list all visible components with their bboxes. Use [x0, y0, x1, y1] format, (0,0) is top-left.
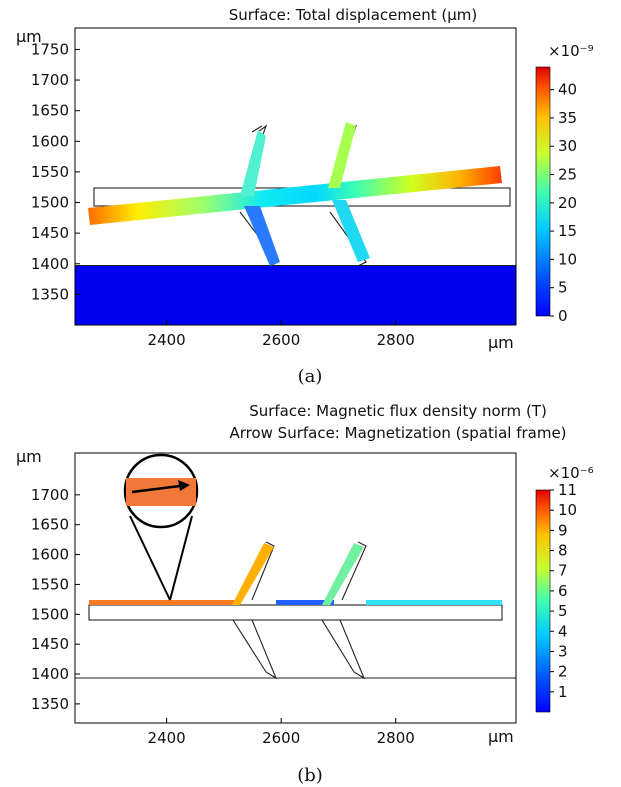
colorbar-tick-label: 20 [558, 194, 577, 212]
panel-b-title: Surface: Magnetic flux density norm (T) [249, 402, 547, 420]
y-tick-label: 1500 [31, 605, 69, 623]
colorbar-tick-label: 2 [558, 663, 568, 681]
y-tick-label: 1750 [31, 40, 69, 58]
y-tick-label: 1500 [31, 194, 69, 212]
y-tick-label: 1650 [31, 102, 69, 120]
panel-a-plot-area [75, 122, 516, 325]
panel-a-colorbar [535, 66, 551, 317]
panel-b-caption: (b) [297, 765, 323, 786]
panel-a-colorbar-scale: ×10⁻⁹ [548, 42, 594, 60]
panel-a-colorbar-ticks: 0 5 10 15 20 25 30 35 40 [550, 81, 577, 325]
panel-b-x-unit: µm [488, 727, 514, 746]
deformed-structure [88, 122, 502, 266]
colorbar-tick-label: 3 [558, 642, 568, 660]
panel-b-y-unit: µm [16, 447, 42, 466]
panel-b-colorbar-scale: ×10⁻⁶ [548, 464, 594, 482]
y-tick-label: 1350 [31, 285, 69, 303]
panel-b-frame [74, 452, 517, 724]
panel-b-magnet-layer [89, 543, 502, 605]
panel-a-y-unit: µm [16, 27, 42, 46]
colorbar-tick-label: 5 [558, 279, 568, 297]
y-tick-label: 1400 [31, 665, 69, 683]
substrate-region [75, 266, 516, 325]
panel-a-caption: (a) [298, 366, 323, 387]
colorbar-tick-label: 25 [558, 166, 577, 184]
colorbar-tick-label: 9 [558, 521, 568, 539]
colorbar-tick-label: 15 [558, 222, 577, 240]
y-tick-label: 1450 [31, 635, 69, 653]
panel-b-x-ticks: 2400 2600 2800 [148, 718, 415, 747]
y-tick-label: 1550 [31, 163, 69, 181]
colorbar-tick-label: 30 [558, 137, 577, 155]
x-tick-label: 2400 [148, 331, 186, 349]
colorbar-tick-label: 1 [558, 683, 568, 701]
colorbar-tick-label: 40 [558, 81, 577, 99]
x-tick-label: 2600 [262, 331, 300, 349]
colorbar-tick-label: 10 [558, 250, 577, 268]
colorbar-tick-label: 10 [558, 501, 577, 519]
colorbar-tick-label: 7 [558, 562, 568, 580]
y-tick-label: 1600 [31, 546, 69, 564]
y-tick-label: 1700 [31, 71, 69, 89]
panel-b: Surface: Magnetic flux density norm (T) … [16, 402, 594, 786]
y-tick-label: 1550 [31, 575, 69, 593]
x-tick-label: 2400 [148, 729, 186, 747]
panel-b-colorbar-ticks: 1 2 3 4 5 6 7 8 9 10 11 [550, 481, 577, 701]
panel-a-frame [74, 27, 517, 326]
colorbar-tick-label: 5 [558, 602, 568, 620]
colorbar-tick-label: 8 [558, 542, 568, 560]
colorbar-tick-label: 4 [558, 622, 568, 640]
panel-b-geometry-outline [75, 541, 516, 680]
colorbar-tick-label: 0 [558, 307, 568, 325]
panel-b-subtitle: Arrow Surface: Magnetization (spatial fr… [229, 424, 566, 442]
panel-a-x-ticks: 2400 2600 2800 [148, 320, 415, 349]
colorbar-tick-label: 35 [558, 109, 577, 127]
colorbar-tick-label: 11 [558, 481, 577, 499]
panel-a: Surface: Total displacement (µm) µm µm [16, 6, 594, 387]
y-tick-label: 1450 [31, 224, 69, 242]
panel-a-x-unit: µm [488, 333, 514, 352]
x-tick-label: 2800 [377, 729, 415, 747]
y-tick-label: 1700 [31, 486, 69, 504]
panel-b-colorbar [535, 489, 551, 713]
panel-b-plot-area [75, 453, 516, 680]
x-tick-label: 2800 [377, 331, 415, 349]
panel-b-y-ticks: 1350 1400 1450 1500 1550 1600 1650 1700 [31, 486, 80, 713]
colorbar-tick-label: 6 [558, 582, 568, 600]
x-tick-label: 2600 [262, 729, 300, 747]
y-tick-label: 1600 [31, 132, 69, 150]
magnifier-callout [123, 453, 199, 601]
y-tick-label: 1400 [31, 255, 69, 273]
panel-a-y-ticks: 1350 1400 1450 1500 1550 1600 1650 1700 1750 [31, 40, 80, 303]
y-tick-label: 1350 [31, 695, 69, 713]
y-tick-label: 1650 [31, 516, 69, 534]
panel-a-title: Surface: Total displacement (µm) [229, 6, 477, 24]
